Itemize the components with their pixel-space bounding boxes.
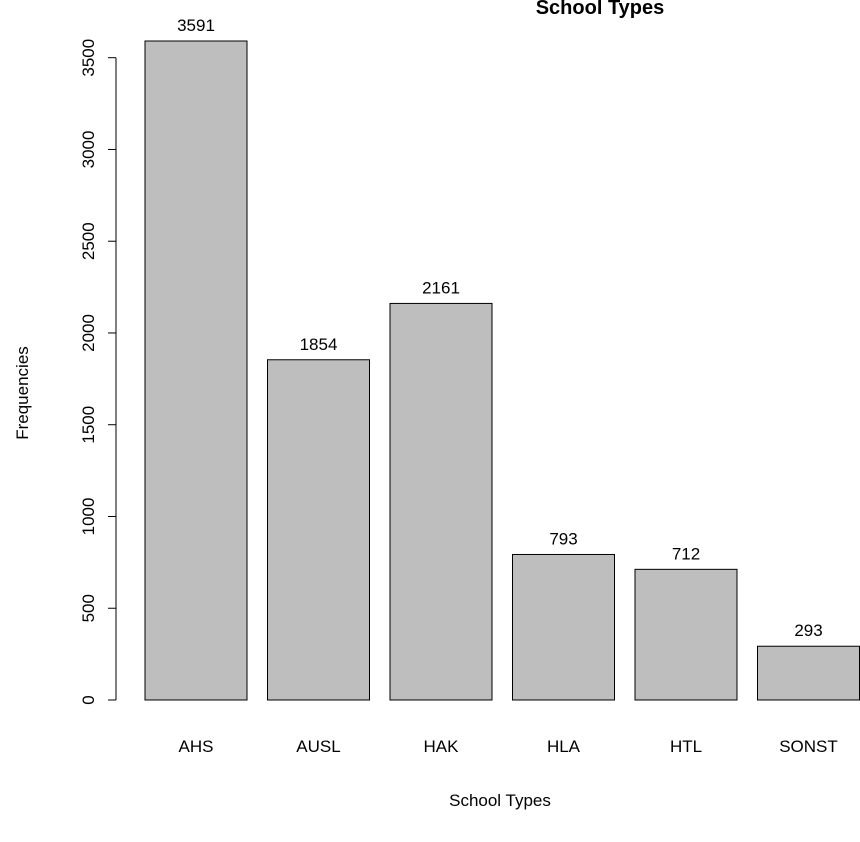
bars-group: 3591 1854 2161 793 712 293: [144, 16, 860, 701]
x-axis-title: School Types: [449, 791, 551, 810]
data-label: 793: [549, 529, 577, 548]
y-tick-label: 1500: [79, 406, 98, 444]
x-tick-labels: AHS AUSL HAK HLA HTL SONST: [179, 737, 838, 756]
y-axis: 0 500 1000 1500 2000 2500 3000 3500: [79, 39, 117, 705]
x-tick-label: HTL: [670, 737, 702, 756]
y-tick-label: 3000: [79, 131, 98, 169]
x-tick-label: SONST: [779, 737, 838, 756]
x-tick-label: AUSL: [296, 737, 340, 756]
x-tick-label: HLA: [547, 737, 581, 756]
bar-ausl: [267, 359, 370, 701]
x-tick-label: AHS: [179, 737, 214, 756]
x-tick-label: HAK: [424, 737, 460, 756]
bar-hak: [389, 302, 493, 701]
y-axis-title: Frequencies: [13, 346, 32, 440]
y-tick-label: 2500: [79, 222, 98, 260]
bar-ahs: [144, 40, 248, 701]
data-label: 293: [794, 621, 822, 640]
y-tick-label: 3500: [79, 39, 98, 77]
bar-htl: [634, 568, 738, 701]
y-tick-label: 0: [79, 695, 98, 704]
data-label: 3591: [177, 16, 215, 35]
y-tick-label: 1000: [79, 498, 98, 536]
y-tick-label: 500: [79, 594, 98, 622]
y-tick-label: 2000: [79, 314, 98, 352]
data-label: 2161: [422, 278, 460, 297]
data-label: 712: [672, 544, 700, 563]
bar-hla: [512, 553, 615, 701]
data-label: 1854: [300, 335, 338, 354]
bar-sonst: [757, 645, 860, 701]
chart-title: School Types: [536, 0, 665, 19]
